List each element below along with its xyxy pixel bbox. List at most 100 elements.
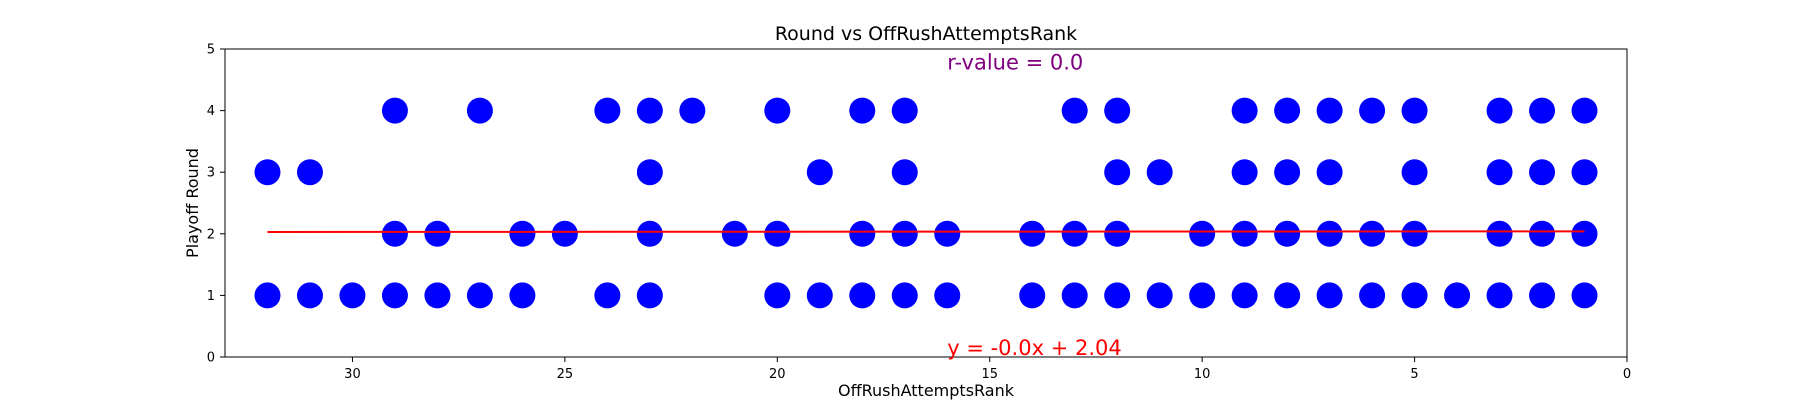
x-tick-label: 25 <box>557 367 574 382</box>
data-point <box>849 220 876 247</box>
data-point <box>1231 159 1258 186</box>
data-point <box>1316 220 1343 247</box>
x-tick-label: 0 <box>1623 367 1631 382</box>
x-axis-ticks: 30 25 20 15 10 5 0 <box>344 357 1631 382</box>
y-axis-ticks: 0 1 2 3 4 5 <box>207 43 225 366</box>
data-point <box>1274 97 1301 124</box>
y-tick-label: 2 <box>207 227 215 242</box>
data-point <box>1359 220 1386 247</box>
data-point <box>1486 220 1513 247</box>
data-point <box>1444 282 1471 309</box>
data-point <box>1529 282 1556 309</box>
data-point <box>1401 159 1428 186</box>
x-tick-label: 30 <box>344 367 361 382</box>
data-point <box>424 220 451 247</box>
data-point <box>1274 220 1301 247</box>
data-point <box>509 282 536 309</box>
x-tick-label: 15 <box>981 367 998 382</box>
data-point <box>594 97 621 124</box>
data-point <box>296 282 323 309</box>
y-tick-label: 0 <box>207 351 215 366</box>
data-point <box>381 97 408 124</box>
data-point <box>1146 159 1173 186</box>
data-point <box>1316 282 1343 309</box>
data-point <box>1529 159 1556 186</box>
data-point <box>1401 97 1428 124</box>
data-point <box>1486 97 1513 124</box>
r-value-annotation: r-value = 0.0 <box>947 51 1083 75</box>
data-point <box>1061 97 1088 124</box>
data-point <box>849 282 876 309</box>
data-point <box>1571 282 1598 309</box>
data-point <box>1401 282 1428 309</box>
data-point <box>1486 159 1513 186</box>
data-point <box>551 220 578 247</box>
data-point <box>1571 159 1598 186</box>
regression-line <box>267 230 1585 233</box>
data-point <box>381 282 408 309</box>
data-point <box>1316 97 1343 124</box>
data-point <box>1189 220 1216 247</box>
y-tick-label: 5 <box>207 43 215 58</box>
data-point <box>1316 159 1343 186</box>
data-point <box>1401 220 1428 247</box>
x-tick-label: 5 <box>1410 367 1418 382</box>
data-point <box>806 282 833 309</box>
x-tick-label: 10 <box>1194 367 1211 382</box>
y-tick-label: 1 <box>207 289 215 304</box>
data-point <box>721 220 748 247</box>
data-point <box>1486 282 1513 309</box>
data-point <box>891 97 918 124</box>
data-point <box>764 220 791 247</box>
data-point <box>636 159 663 186</box>
data-point <box>1189 282 1216 309</box>
x-tick-label: 20 <box>769 367 786 382</box>
data-point <box>1571 97 1598 124</box>
data-point <box>1104 282 1131 309</box>
y-tick-label: 4 <box>207 104 215 119</box>
data-point <box>1231 220 1258 247</box>
data-point <box>424 282 451 309</box>
data-point <box>1274 282 1301 309</box>
data-point <box>381 220 408 247</box>
data-point <box>934 220 961 247</box>
data-point <box>509 220 536 247</box>
data-point <box>1019 282 1046 309</box>
data-point <box>1104 159 1131 186</box>
data-point <box>1529 220 1556 247</box>
data-point <box>636 220 663 247</box>
data-point <box>254 282 281 309</box>
data-point <box>466 282 493 309</box>
x-axis-label: OffRushAttemptsRank <box>838 381 1015 400</box>
y-axis-label: Playoff Round <box>183 148 202 258</box>
chart-title: Round vs OffRushAttemptsRank <box>775 23 1077 45</box>
data-point <box>934 282 961 309</box>
data-point <box>1274 159 1301 186</box>
data-point <box>636 97 663 124</box>
regression-equation: y = -0.0x + 2.04 <box>947 336 1121 360</box>
data-point <box>891 220 918 247</box>
data-point <box>891 159 918 186</box>
data-point <box>636 282 663 309</box>
data-point <box>466 97 493 124</box>
data-point <box>1104 220 1131 247</box>
data-point <box>1359 282 1386 309</box>
data-point <box>679 97 706 124</box>
data-point <box>254 159 281 186</box>
data-point <box>1146 282 1173 309</box>
data-point <box>1231 282 1258 309</box>
data-point <box>1061 282 1088 309</box>
data-point <box>849 97 876 124</box>
data-point <box>594 282 621 309</box>
plot-frame <box>224 48 1628 358</box>
data-point <box>1529 97 1556 124</box>
data-point <box>1359 97 1386 124</box>
data-point <box>1231 97 1258 124</box>
data-point <box>1061 220 1088 247</box>
data-point <box>764 282 791 309</box>
data-point <box>339 282 366 309</box>
data-point <box>806 159 833 186</box>
data-point <box>1104 97 1131 124</box>
